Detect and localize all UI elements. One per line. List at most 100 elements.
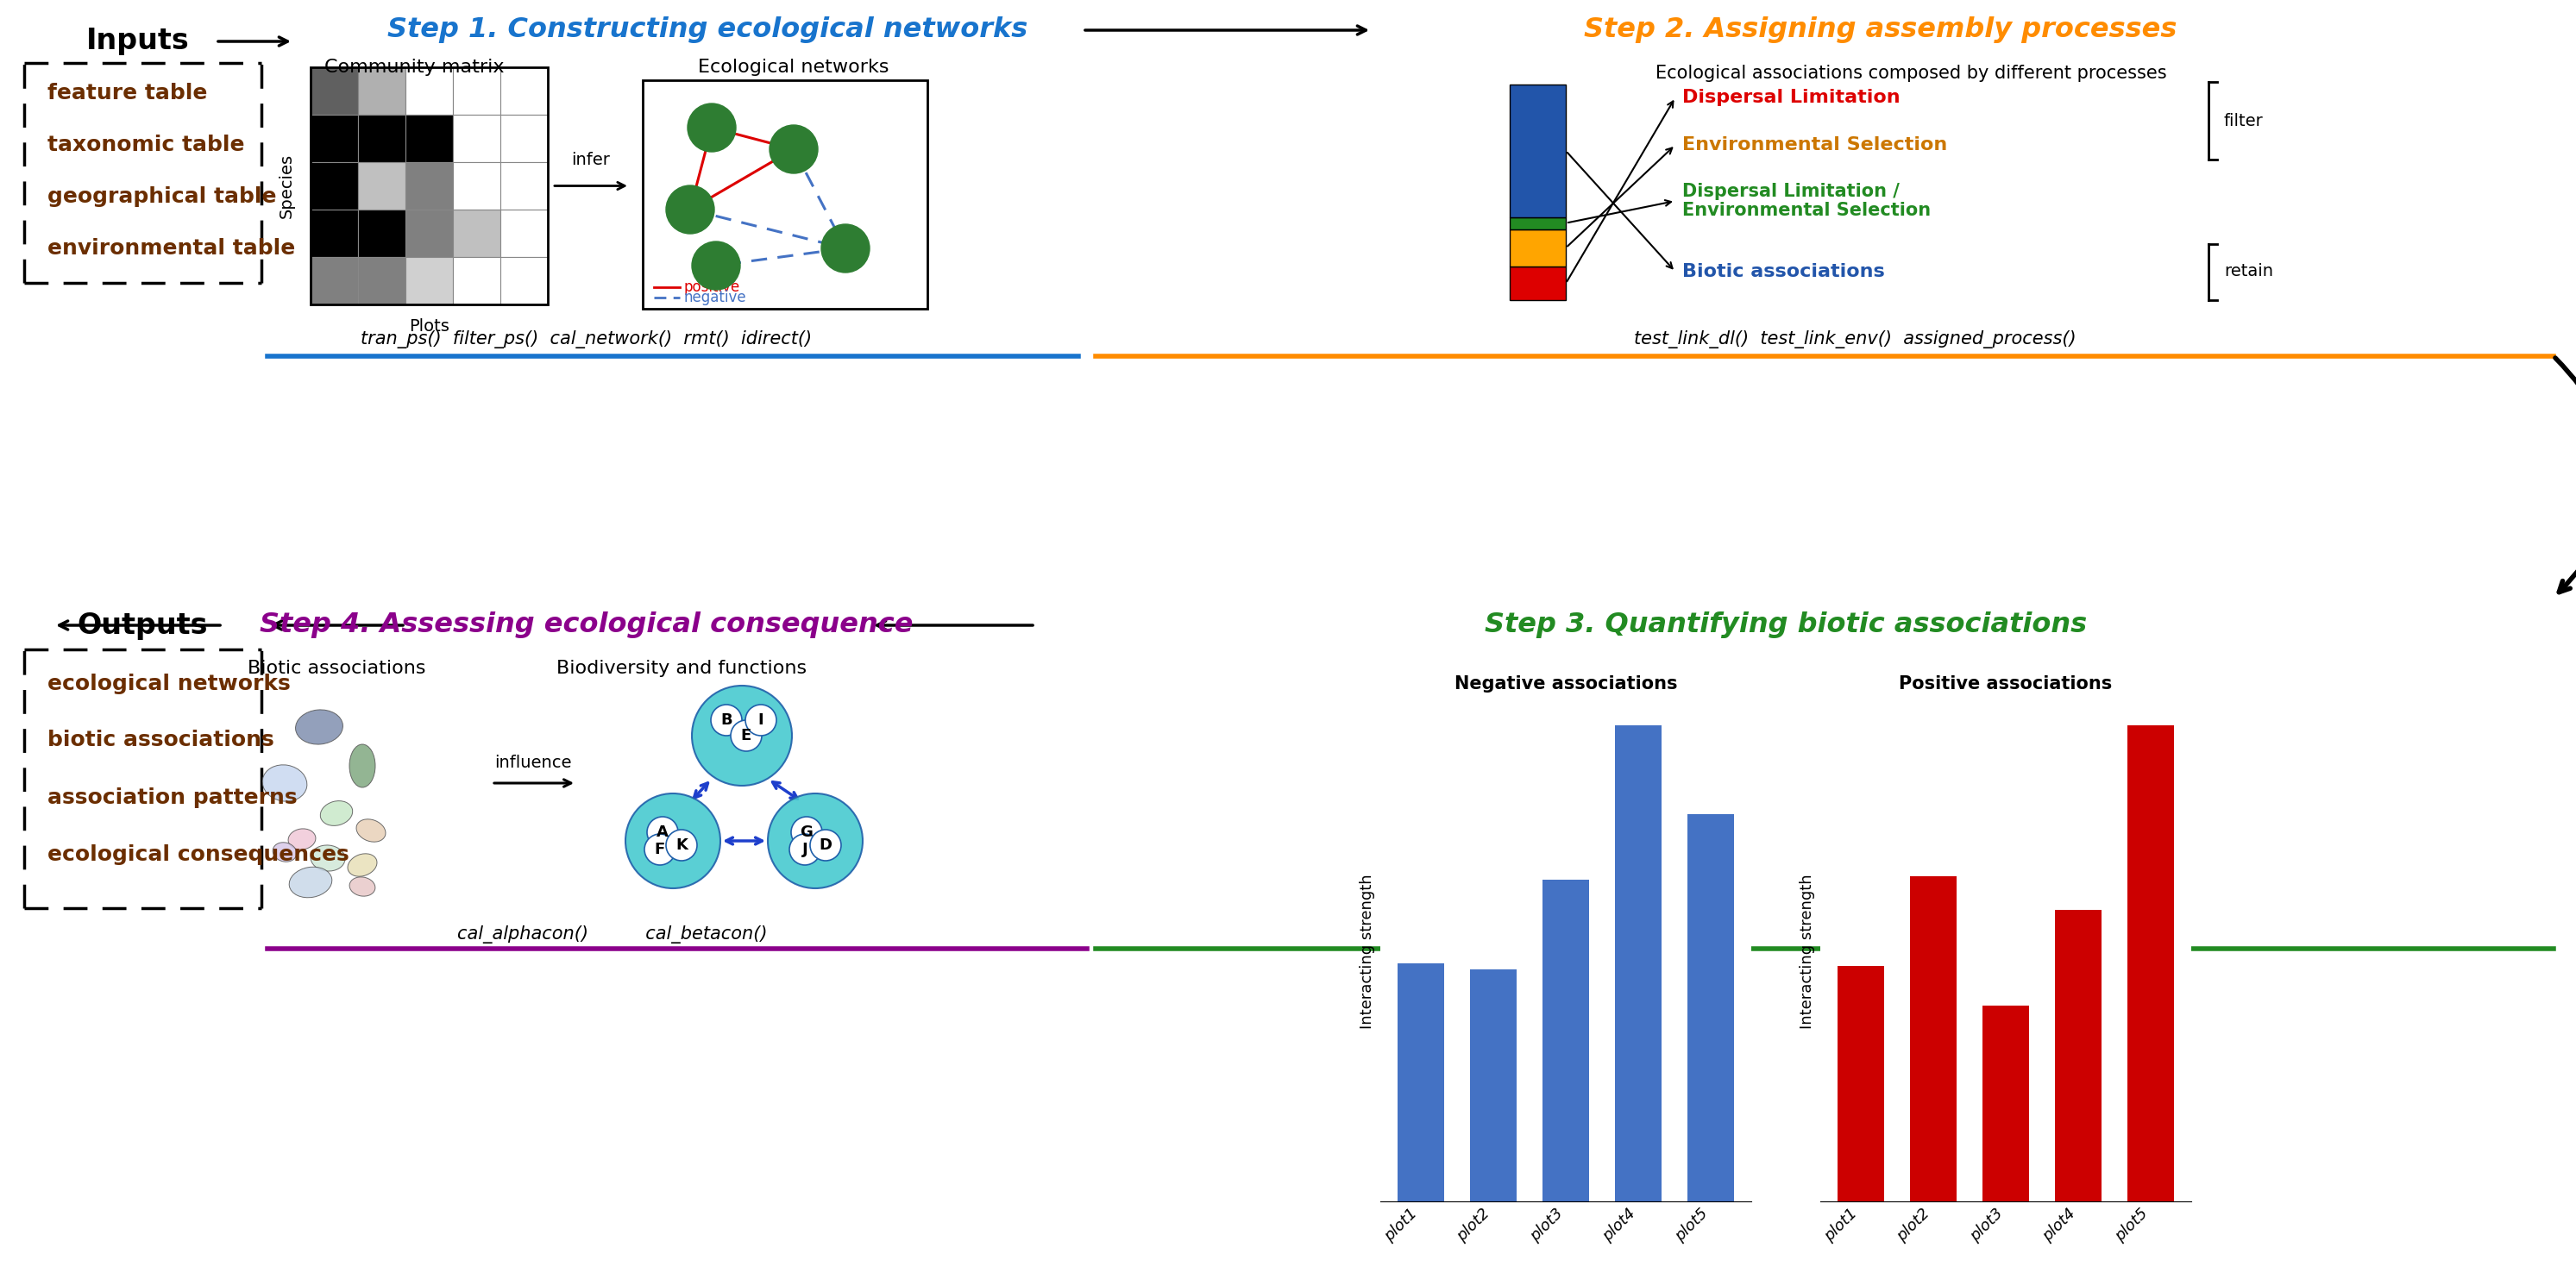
Text: geographical table: geographical table	[46, 187, 276, 207]
Text: K: K	[675, 838, 688, 853]
Text: Ecological networks: Ecological networks	[698, 59, 889, 75]
Circle shape	[626, 793, 721, 889]
Circle shape	[791, 817, 822, 848]
Bar	[1981, 1005, 2030, 1201]
Bar	[312, 210, 358, 257]
Text: test_link_dl()  test_link_env()  assigned_process(): test_link_dl() test_link_env() assigned_…	[1633, 330, 2076, 348]
Bar	[2056, 909, 2102, 1201]
Text: Biodiversity and functions: Biodiversity and functions	[556, 660, 806, 677]
Bar	[453, 115, 500, 162]
Bar	[358, 257, 404, 304]
Title: Positive associations: Positive associations	[1899, 675, 2112, 693]
Text: Step 3. Quantifying biotic associations: Step 3. Quantifying biotic associations	[1484, 611, 2087, 638]
Text: E: E	[742, 728, 752, 743]
Bar	[1396, 963, 1445, 1201]
Text: feature table: feature table	[46, 83, 209, 104]
Title: Negative associations: Negative associations	[1455, 675, 1677, 693]
Text: association patterns: association patterns	[46, 788, 296, 808]
Circle shape	[644, 834, 675, 865]
Text: Community matrix: Community matrix	[325, 59, 505, 75]
Ellipse shape	[355, 819, 386, 842]
Text: Plots: Plots	[410, 317, 448, 334]
Circle shape	[822, 224, 871, 272]
Bar	[312, 257, 358, 304]
Bar	[500, 68, 549, 115]
Bar	[453, 257, 500, 304]
Bar	[500, 257, 549, 304]
Text: Dispersal Limitation: Dispersal Limitation	[1682, 88, 1901, 106]
Y-axis label: Interacting strength: Interacting strength	[1360, 874, 1376, 1028]
Bar	[358, 115, 404, 162]
Text: filter: filter	[2223, 113, 2264, 129]
Circle shape	[693, 686, 791, 785]
Text: Ecological associations composed by different processes: Ecological associations composed by diff…	[1656, 65, 2166, 82]
Text: Biotic associations: Biotic associations	[247, 660, 425, 677]
Bar	[312, 68, 549, 304]
Ellipse shape	[289, 867, 332, 898]
Text: negative: negative	[685, 290, 747, 306]
Bar	[404, 115, 453, 162]
Text: G: G	[801, 825, 814, 840]
Bar	[1510, 84, 1566, 217]
Ellipse shape	[289, 829, 317, 849]
Text: F: F	[654, 842, 665, 857]
Ellipse shape	[350, 877, 376, 897]
Bar	[453, 68, 500, 115]
Bar	[1510, 229, 1566, 267]
Text: infer: infer	[572, 152, 611, 168]
Text: Outputs: Outputs	[77, 611, 209, 640]
Text: Species: Species	[278, 153, 294, 219]
Bar	[1837, 966, 1883, 1201]
Ellipse shape	[350, 744, 376, 788]
Ellipse shape	[319, 801, 353, 826]
Text: influence: influence	[495, 755, 572, 771]
Circle shape	[667, 830, 698, 861]
Bar	[1510, 267, 1566, 301]
Text: Environmental Selection: Environmental Selection	[1682, 202, 1932, 219]
Bar	[1471, 969, 1517, 1201]
Text: Dispersal Limitation /: Dispersal Limitation /	[1682, 183, 1899, 200]
Bar	[312, 162, 358, 210]
Bar	[404, 257, 453, 304]
Bar	[1909, 876, 1958, 1201]
Text: Step 4. Assessing ecological consequence: Step 4. Assessing ecological consequence	[260, 611, 914, 638]
Ellipse shape	[312, 845, 345, 871]
Ellipse shape	[273, 843, 296, 862]
Circle shape	[693, 242, 739, 290]
Text: cal_alphacon()          cal_betacon(): cal_alphacon() cal_betacon()	[459, 925, 768, 943]
Text: J: J	[801, 842, 809, 857]
Bar	[404, 162, 453, 210]
Bar	[404, 68, 453, 115]
Text: Biotic associations: Biotic associations	[1682, 263, 1886, 280]
Text: zero()     pos(): zero() pos()	[1540, 930, 1669, 946]
Text: ecological consequences: ecological consequences	[46, 844, 350, 865]
Text: Step 1. Constructing ecological networks: Step 1. Constructing ecological networks	[386, 17, 1028, 43]
Text: Inputs: Inputs	[88, 27, 191, 55]
Bar	[453, 210, 500, 257]
Circle shape	[809, 830, 842, 861]
Circle shape	[768, 793, 863, 889]
Circle shape	[688, 104, 737, 152]
Bar	[2128, 725, 2174, 1201]
Circle shape	[711, 705, 742, 735]
Bar	[358, 162, 404, 210]
Bar	[312, 115, 358, 162]
Bar	[500, 115, 549, 162]
Circle shape	[732, 720, 762, 751]
Text: environmental table: environmental table	[46, 238, 296, 258]
Text: Step 2. Assigning assembly processes: Step 2. Assigning assembly processes	[1584, 17, 2177, 43]
Ellipse shape	[348, 853, 376, 876]
Text: biotic associations: biotic associations	[46, 729, 273, 751]
Text: tran_ps()  filter_ps()  cal_network()  rmt()  idirect(): tran_ps() filter_ps() cal_network() rmt(…	[361, 330, 811, 348]
Text: positive: positive	[685, 279, 739, 295]
Text: A: A	[657, 825, 670, 840]
Bar	[453, 162, 500, 210]
Bar	[358, 68, 404, 115]
Text: Environmental Selection: Environmental Selection	[1682, 137, 1947, 153]
Circle shape	[667, 185, 714, 234]
Bar	[312, 68, 358, 115]
Text: ecological networks: ecological networks	[46, 674, 291, 694]
Circle shape	[647, 817, 677, 848]
Circle shape	[788, 834, 819, 865]
Bar	[1543, 880, 1589, 1201]
